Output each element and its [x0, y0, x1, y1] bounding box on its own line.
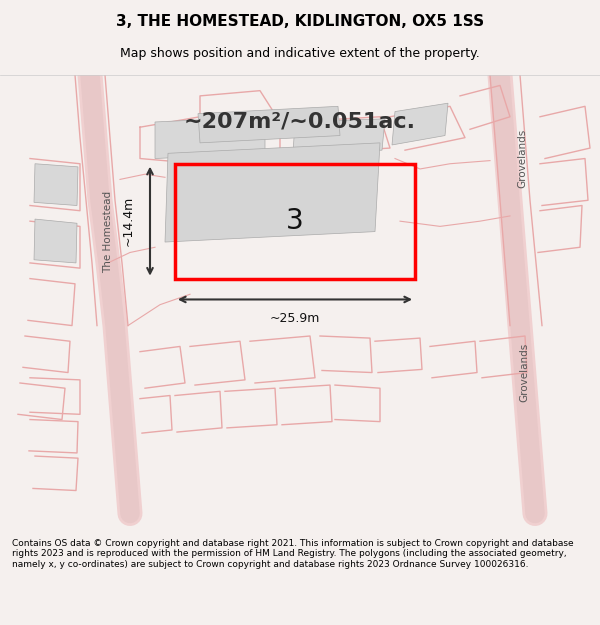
Polygon shape: [198, 106, 340, 143]
Polygon shape: [34, 219, 77, 263]
Text: ~25.9m: ~25.9m: [270, 312, 320, 325]
Polygon shape: [293, 119, 385, 153]
Text: ~207m²/~0.051ac.: ~207m²/~0.051ac.: [184, 112, 416, 132]
Polygon shape: [165, 143, 380, 242]
Text: Map shows position and indicative extent of the property.: Map shows position and indicative extent…: [120, 48, 480, 61]
Polygon shape: [392, 103, 448, 145]
Text: ~14.4m: ~14.4m: [121, 196, 134, 246]
Text: 3, THE HOMESTEAD, KIDLINGTON, OX5 1SS: 3, THE HOMESTEAD, KIDLINGTON, OX5 1SS: [116, 14, 484, 29]
Text: Grovelands: Grovelands: [519, 343, 529, 402]
Polygon shape: [155, 117, 265, 159]
Text: Contains OS data © Crown copyright and database right 2021. This information is : Contains OS data © Crown copyright and d…: [12, 539, 574, 569]
Text: 3: 3: [286, 207, 304, 235]
Polygon shape: [34, 164, 78, 206]
Text: Grovelands: Grovelands: [517, 129, 527, 188]
Text: The Homestead: The Homestead: [103, 191, 113, 272]
